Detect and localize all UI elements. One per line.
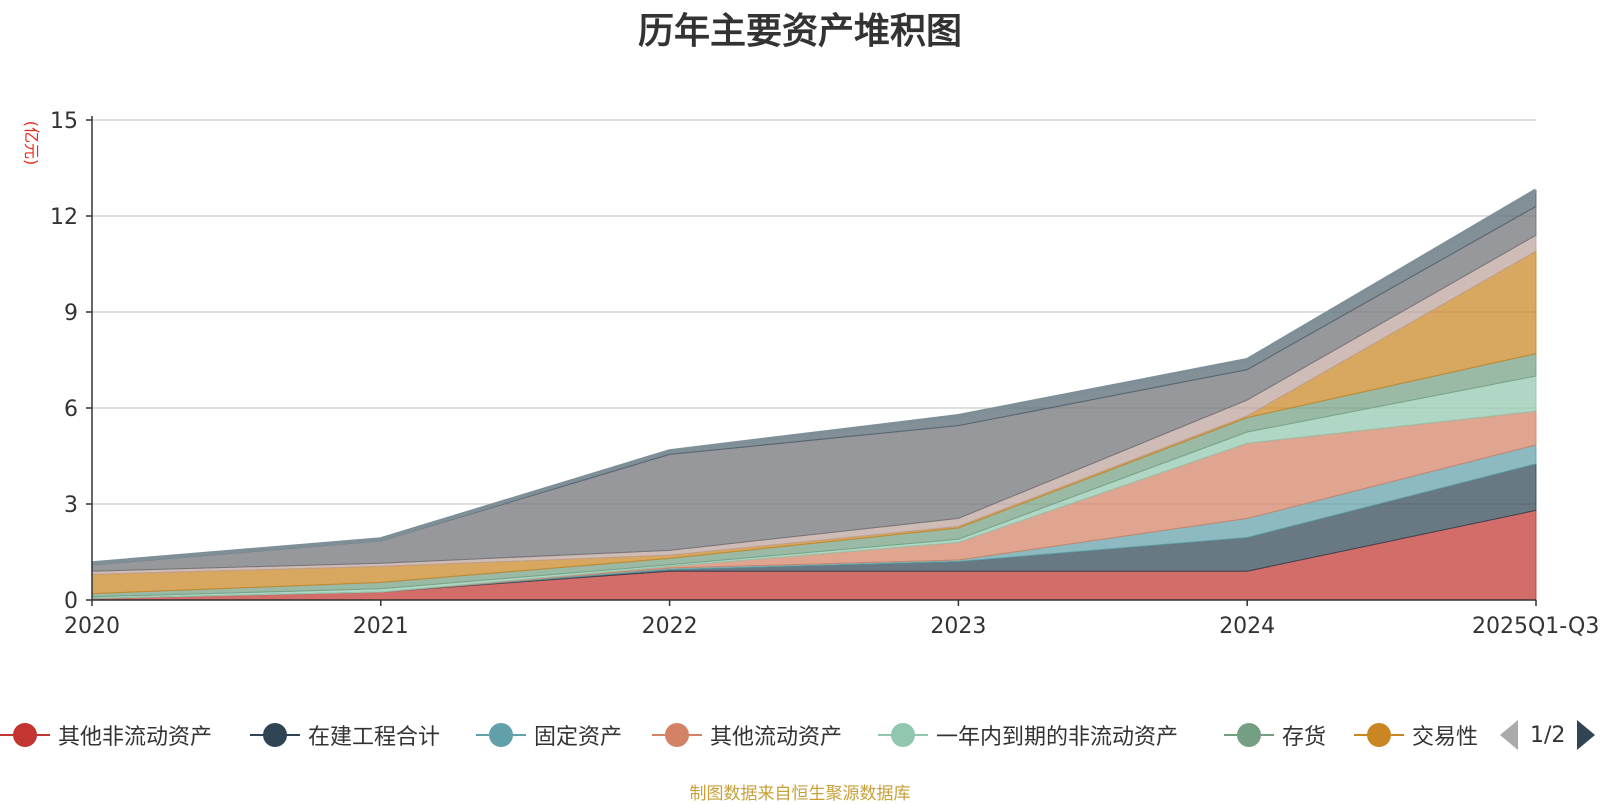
legend-item[interactable]: 在建工程合计 [250,715,440,755]
y-tick-label: 6 [64,397,78,422]
x-tick-label: 2023 [930,614,986,639]
x-tick-label: 2022 [642,614,698,639]
x-tick-label: 2025Q1-Q3 [1472,614,1599,639]
legend-label: 交易性 [1412,725,1479,750]
stack-top-line [91,188,1538,566]
y-tick-label: 15 [50,109,78,134]
legend-item[interactable]: 其他流动资产 [652,715,842,755]
legend-marker-icon [652,715,702,755]
axis-layer: 0 3 6 9 12 15 2020 2021 2022 2023 2024 2025Q1-Q3 [50,109,1599,639]
y-tick-label: 12 [50,205,78,230]
legend-label: 存货 [1282,725,1327,750]
area-chart: 0 3 6 9 12 15 2020 2021 2022 2023 2024 2025Q1-Q3 (亿… [22,109,1599,639]
legend-label: 固定资产 [534,725,623,750]
x-tick-label: 2020 [64,614,120,639]
legend-item[interactable]: 存货 [1224,715,1326,755]
data-source-note: 制图数据来自恒生聚源数据库 [689,784,911,804]
area-layer [91,188,1538,601]
legend-label: 一年内到期的非流动资产 [936,725,1179,750]
legend-marker-icon [1354,715,1404,755]
legend-marker-icon [1224,715,1274,755]
legend: 其他非流动资产 在建工程合计 固定资产 其他流动资产 一年内到期的非流动资产 存货 交易性 [0,715,1600,755]
legend-marker-icon [878,715,928,755]
legend-marker-icon [0,715,50,755]
legend-pager: 1/2 [1500,715,1596,755]
legend-item[interactable]: 其他非流动资产 [0,715,212,755]
legend-prev-page-icon[interactable] [1500,720,1518,750]
y-axis-label: (亿元) [22,121,41,166]
legend-page-label: 1/2 [1530,722,1566,748]
legend-item[interactable]: 一年内到期的非流动资产 [878,715,1178,755]
legend-label: 其他非流动资产 [58,725,213,750]
chart-title: 历年主要资产堆积图 [637,11,962,52]
x-tick-label: 2024 [1219,614,1275,639]
legend-item[interactable]: 固定资产 [476,715,622,755]
legend-label: 在建工程合计 [308,725,441,750]
legend-next-page-icon[interactable] [1577,720,1596,750]
y-tick-label: 0 [64,589,78,614]
legend-marker-icon [250,715,300,755]
legend-label: 其他流动资产 [710,725,843,750]
x-tick-label: 2021 [353,614,409,639]
legend-item[interactable]: 交易性 [1354,715,1478,755]
y-tick-label: 9 [64,301,78,326]
y-tick-label: 3 [64,493,78,518]
legend-marker-icon [476,715,526,755]
